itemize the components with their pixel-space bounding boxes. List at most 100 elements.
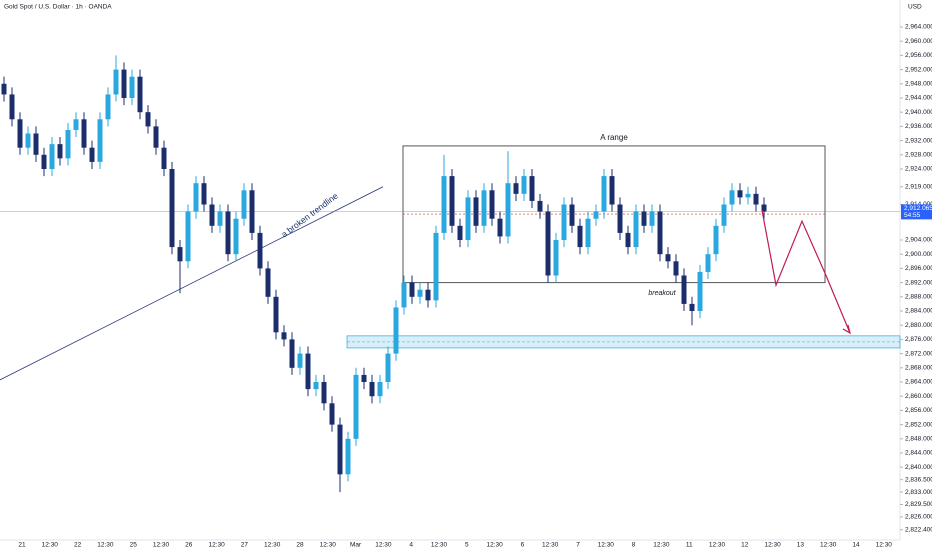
candle-body	[9, 94, 15, 120]
y-tick-label: 2,932.000	[905, 137, 932, 144]
x-tick-label: 12:30	[820, 542, 837, 549]
candle-body	[81, 119, 87, 148]
y-tick-label: 2,936.000	[905, 123, 932, 130]
y-tick-label: 2,880.000	[905, 322, 932, 329]
candle-body	[505, 183, 511, 237]
candle-body	[433, 232, 439, 301]
x-tick-label: 12:30	[208, 542, 225, 549]
candle-body	[409, 282, 415, 297]
x-tick-label: 27	[241, 542, 249, 549]
candle-body	[489, 190, 495, 219]
y-tick-label: 2,826.000	[905, 514, 932, 521]
x-tick-label: 12:30	[653, 542, 670, 549]
y-tick-label: 2,848.000	[905, 436, 932, 443]
x-tick-label: 6	[521, 542, 525, 549]
y-tick-label: 2,840.000	[905, 464, 932, 471]
candle-body	[273, 296, 279, 333]
candle-body	[745, 193, 751, 198]
candle-body	[393, 307, 399, 354]
candle-body	[481, 190, 487, 226]
y-tick-label: 2,829.500	[905, 501, 932, 508]
y-tick-label: 2,924.000	[905, 166, 932, 173]
x-tick-label: 12:30	[375, 542, 392, 549]
candle-body	[585, 218, 591, 248]
candle-body	[569, 204, 575, 226]
y-tick-label: 2,896.000	[905, 265, 932, 272]
candle-body	[169, 168, 175, 248]
y-tick-label: 2,944.000	[905, 95, 932, 102]
candle-body	[649, 211, 655, 226]
candle-body	[241, 190, 247, 219]
y-tick-label: 2,852.000	[905, 421, 932, 428]
x-tick-label: 22	[74, 542, 82, 549]
range-label: A range	[600, 133, 628, 142]
candle-body	[561, 204, 567, 240]
candle-body	[577, 225, 583, 248]
candle-body	[721, 204, 727, 226]
candle-body	[89, 147, 95, 162]
y-tick-label: 2,884.000	[905, 308, 932, 315]
x-tick-label: 12:30	[42, 542, 59, 549]
candle-body	[609, 176, 615, 205]
candle-body	[497, 218, 503, 237]
candle-body	[633, 211, 639, 248]
x-tick-label: 12:30	[320, 542, 337, 549]
x-tick-label: 13	[797, 542, 805, 549]
candle-body	[297, 353, 303, 368]
y-tick-label: 2,892.000	[905, 279, 932, 286]
y-tick-label: 2,833.000	[905, 489, 932, 496]
candle-body	[553, 240, 559, 276]
y-tick-label: 2,844.000	[905, 450, 932, 457]
candle-body	[177, 247, 183, 262]
y-tick-label: 2,964.000	[905, 24, 932, 31]
candle-body	[33, 133, 39, 155]
candle-body	[537, 200, 543, 212]
candle-body	[225, 211, 231, 255]
candle-body	[321, 382, 327, 404]
candle-body	[457, 225, 463, 240]
candle-body	[129, 76, 135, 98]
price-tag-countdown: 54:55	[904, 212, 921, 219]
candle-body	[201, 183, 207, 205]
y-tick-label: 2,919.000	[905, 183, 932, 190]
candle-body	[105, 94, 111, 120]
y-tick-label: 2,822.400	[905, 526, 932, 533]
y-tick-label: 2,960.000	[905, 38, 932, 45]
candle-body	[449, 176, 455, 226]
candle-body	[545, 211, 551, 276]
candle-body	[417, 289, 423, 297]
y-tick-label: 2,856.000	[905, 407, 932, 414]
candle-body	[377, 382, 383, 397]
x-tick-label: 12:30	[486, 542, 503, 549]
candle-body	[681, 275, 687, 304]
y-tick-label: 2,928.000	[905, 152, 932, 159]
candle-body	[657, 211, 663, 255]
x-tick-label: 12:30	[876, 542, 893, 549]
candle-body	[289, 339, 295, 368]
x-tick-label: 25	[130, 542, 138, 549]
x-tick-label: 7	[576, 542, 580, 549]
x-tick-label: 12:30	[598, 542, 615, 549]
y-tick-label: 2,868.000	[905, 365, 932, 372]
breakout-label: breakout	[648, 290, 676, 297]
y-tick-label: 2,872.000	[905, 350, 932, 357]
x-tick-label: 12:30	[709, 542, 726, 549]
candle-body	[193, 183, 199, 212]
candle-body	[529, 176, 535, 201]
x-tick-label: Mar	[350, 542, 362, 549]
candle-body	[673, 261, 679, 276]
projection-path	[761, 210, 851, 334]
candle-body	[625, 232, 631, 248]
x-tick-label: 11	[686, 542, 693, 549]
candle-body	[513, 183, 519, 194]
currency-label: USD	[908, 4, 922, 11]
candle-body	[161, 147, 167, 169]
candle-body	[25, 133, 31, 148]
trendline	[0, 186, 384, 381]
candle-body	[265, 268, 271, 297]
candle-body	[337, 424, 343, 475]
candle-body	[217, 211, 223, 226]
candle-body	[345, 438, 351, 475]
x-tick-label: 12:30	[542, 542, 559, 549]
